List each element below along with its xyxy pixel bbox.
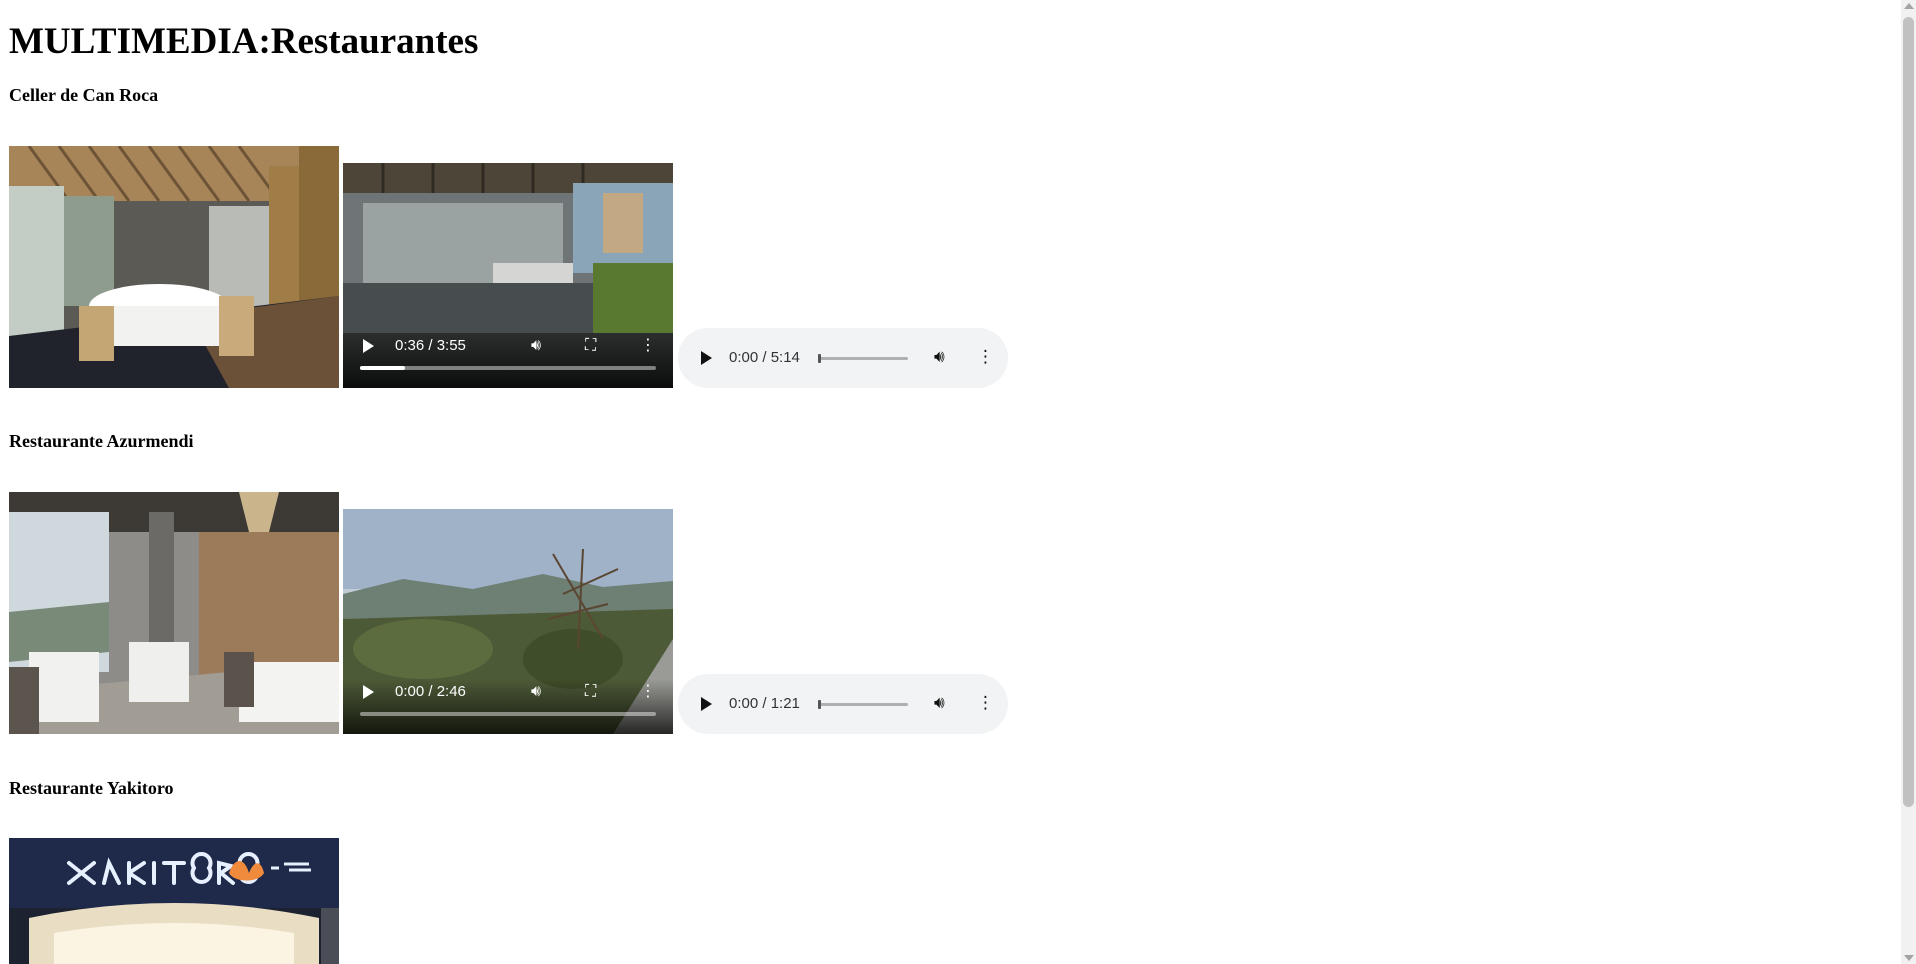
audio-progress-knob[interactable] [818,354,821,363]
media-row-azurmendi: 0:00 / 2:46 🔊︎ ⛶ ⋮ 0:00 / 1:21 🔊︎ ⋮ [9,492,1009,734]
play-icon[interactable] [363,339,374,353]
page-title: MULTIMEDIA:Restaurantes [9,21,479,62]
restaurant-audio-player[interactable]: 0:00 / 5:14 🔊︎ ⋮ [678,328,1008,388]
media-row-celler-de-can-roca: 0:36 / 3:55 🔊︎ ⛶ ⋮ 0:00 / 5:14 🔊︎ ⋮ [9,146,1009,388]
audio-time: 0:00 / 1:21 [729,695,800,712]
scrollbar-thumb[interactable] [1903,17,1914,807]
more-options-icon[interactable]: ⋮ [977,693,994,713]
restaurant-photo [9,146,339,388]
more-options-icon[interactable]: ⋮ [640,335,656,354]
vertical-scrollbar[interactable] [1901,0,1916,964]
video-progress-bar[interactable] [360,712,656,716]
volume-icon[interactable]: 🔊︎ [934,693,945,713]
restaurant-heading-yakitoro: Restaurante Yakitoro [9,778,174,798]
play-icon[interactable] [701,697,712,711]
restaurant-audio-player[interactable]: 0:00 / 1:21 🔊︎ ⋮ [678,674,1008,734]
video-time: 0:00 / 2:46 [395,683,466,700]
audio-progress-bar[interactable] [818,700,908,709]
video-controls: 0:36 / 3:55 🔊︎ ⛶ ⋮ [343,333,673,388]
restaurant-photo [9,492,339,734]
video-controls: 0:00 / 2:46 🔊︎ ⛶ ⋮ [343,679,673,734]
video-progress-fill [360,366,406,370]
fullscreen-icon[interactable]: ⛶ [585,681,597,700]
volume-icon[interactable]: 🔊︎ [531,335,542,354]
restaurant-video-player[interactable]: 0:00 / 2:46 🔊︎ ⛶ ⋮ [343,509,673,734]
audio-progress-bar[interactable] [818,354,908,363]
volume-icon[interactable]: 🔊︎ [934,347,945,367]
fullscreen-icon[interactable]: ⛶ [585,335,597,354]
video-time: 0:36 / 3:55 [395,337,466,354]
play-icon[interactable] [701,351,712,365]
restaurant-photo [9,838,339,964]
restaurant-video-player[interactable]: 0:36 / 3:55 🔊︎ ⛶ ⋮ [343,163,673,388]
audio-time: 0:00 / 5:14 [729,349,800,366]
video-progress-bar[interactable] [360,366,656,370]
more-options-icon[interactable]: ⋮ [977,347,994,367]
audio-progress-knob[interactable] [818,700,821,709]
media-row-yakitoro [9,838,1009,964]
play-icon[interactable] [363,685,374,699]
scroll-down-arrow-icon[interactable] [1904,955,1914,961]
volume-icon[interactable]: 🔊︎ [531,681,542,700]
restaurant-heading-azurmendi: Restaurante Azurmendi [9,431,194,451]
restaurant-heading-celler-de-can-roca: Celler de Can Roca [9,85,159,105]
scroll-up-arrow-icon[interactable] [1904,3,1914,9]
more-options-icon[interactable]: ⋮ [640,681,656,700]
